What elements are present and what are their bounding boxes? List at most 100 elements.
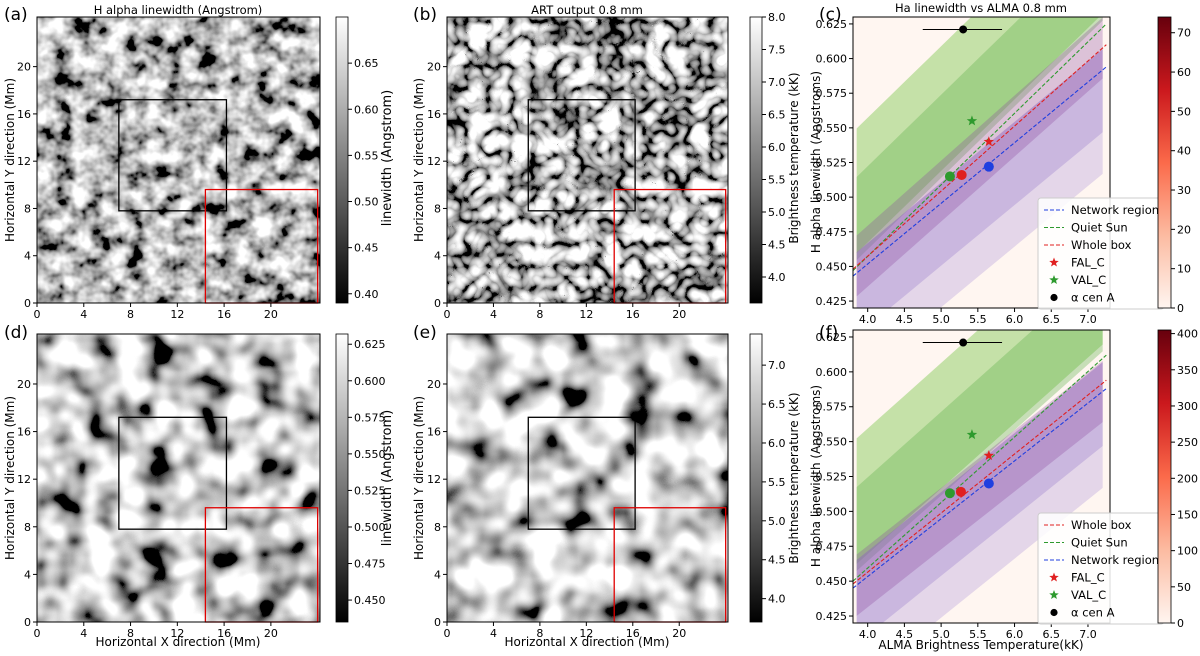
panel-label-d: (d)	[4, 323, 28, 343]
colorbar-tick-label-c: 70	[1177, 27, 1191, 40]
xtick-label-d: 20	[264, 627, 278, 640]
colorbar-tick-label-d: 0.550	[354, 448, 386, 461]
xtick-label-f: 6.0	[1006, 628, 1024, 641]
colorbar-tick-label-d: 0.625	[354, 338, 386, 351]
colorbar-tick-label-e: 5.0	[768, 515, 786, 528]
ytick-label-e: 16	[427, 426, 441, 439]
fit-line-whole-box-f	[853, 379, 1107, 585]
density-contour-c	[856, 17, 1100, 254]
ytick-label-a: 0	[24, 297, 31, 310]
frame-a	[36, 16, 321, 304]
xtick-label-b: 8	[536, 308, 543, 321]
colorbar-d	[335, 333, 349, 623]
xtick-label-e: 20	[672, 627, 686, 640]
ylabel-c: H alpha linewidth (Angstroms)	[809, 71, 823, 253]
region-box-black-b	[527, 99, 636, 212]
ytick-label-d: 20	[17, 378, 31, 391]
region-box-black-d	[118, 416, 228, 530]
colorbar-tick-label-f: 300	[1177, 400, 1198, 413]
ytick-label-a: 20	[17, 61, 31, 74]
xtick-label-c: 5.5	[969, 313, 987, 326]
xtick-label-e: 8	[536, 627, 543, 640]
colorbar-tick-label-c: 0	[1177, 302, 1184, 315]
ytick-label-a: 8	[24, 202, 31, 215]
point-dot-c	[944, 171, 955, 182]
xtick-label-f: 4.5	[896, 628, 914, 641]
legend-dot-c	[1050, 293, 1058, 302]
colorbar-tick-label-f: 400	[1177, 328, 1198, 341]
colorbar-tick-label-e: 4.5	[768, 554, 786, 567]
point-dot-f	[955, 486, 966, 497]
point-dot-f	[959, 338, 968, 347]
colorbar-tick-label-f: 350	[1177, 364, 1198, 377]
ylabel-b: Horizontal Y direction (Mm)	[412, 78, 426, 242]
fit-line-whole-box-c	[853, 44, 1107, 270]
xtick-label-d: 12	[170, 627, 184, 640]
point-star-f	[983, 450, 995, 461]
xtick-label-a: 0	[34, 308, 41, 321]
ytick-label-c: 0.625	[816, 18, 848, 31]
xtick-label-d: 4	[80, 627, 87, 640]
plot-area-c	[853, 17, 1110, 308]
panel-label-b: (b)	[413, 5, 437, 25]
colorbar-tick-label-b: 6.5	[768, 109, 786, 122]
colorbar-f	[1157, 329, 1172, 624]
legend-star-c	[1049, 257, 1059, 267]
legend-label-f: α cen A	[1071, 606, 1115, 620]
xtick-label-b: 12	[579, 308, 593, 321]
xtick-label-e: 16	[626, 627, 640, 640]
colorbar-tick-label-d: 0.600	[354, 375, 386, 388]
legend-label-c: Whole box	[1071, 238, 1132, 252]
frame-e	[446, 333, 729, 623]
image-d	[37, 334, 320, 622]
xtick-label-c: 4.5	[896, 313, 914, 326]
colorbar-tick-label-f: 200	[1177, 472, 1198, 485]
ytick-label-f: 0.525	[816, 471, 848, 484]
xtick-label-a: 8	[127, 308, 134, 321]
xtick-label-b: 20	[672, 308, 686, 321]
point-dot-c	[956, 169, 967, 180]
colorbar-label-e: Brightness temperature (kK)	[787, 392, 801, 563]
xtick-label-e: 12	[579, 627, 593, 640]
ytick-label-b: 4	[434, 250, 441, 263]
ytick-label-c: 0.425	[816, 295, 848, 308]
ytick-label-f: 0.450	[816, 575, 848, 588]
colorbar-tick-label-c: 20	[1177, 223, 1191, 236]
panel-label-e: (e)	[413, 323, 437, 343]
xlabel-f: ALMA Brightness Temperature(kK)	[878, 638, 1083, 652]
legend-star-f	[1049, 572, 1059, 582]
colorbar-tick-label-e: 6.0	[768, 437, 786, 450]
legend-label-c: α cen A	[1071, 291, 1115, 305]
colorbar-a	[335, 16, 349, 304]
xtick-label-a: 20	[264, 308, 278, 321]
xtick-label-d: 0	[34, 627, 41, 640]
frame-b	[446, 16, 729, 304]
ytick-label-d: 8	[24, 521, 31, 534]
colorbar-tick-label-b: 7.5	[768, 44, 786, 57]
xtick-label-d: 8	[127, 627, 134, 640]
colorbar-tick-label-c: 50	[1177, 105, 1191, 118]
colorbar-tick-label-a: 0.55	[354, 149, 379, 162]
xlabel-d: Horizontal X direction (Mm)	[96, 635, 261, 649]
legend-label-f: Whole box	[1071, 518, 1132, 532]
legend-label-c: FAL_C	[1071, 256, 1105, 270]
ytick-label-a: 16	[17, 108, 31, 121]
ytick-label-f: 0.550	[816, 436, 848, 449]
ytick-label-e: 8	[434, 521, 441, 534]
ytick-label-b: 12	[427, 155, 441, 168]
colorbar-tick-label-c: 40	[1177, 145, 1191, 158]
colorbar-tick-label-f: 150	[1177, 508, 1198, 521]
ytick-label-f: 0.575	[816, 401, 848, 414]
colorbar-tick-label-e: 4.0	[768, 593, 786, 606]
image-e	[447, 334, 728, 622]
frame-d	[36, 333, 321, 623]
colorbar-tick-label-b: 4.0	[768, 271, 786, 284]
legend-label-f: Quiet Sun	[1071, 536, 1128, 550]
ytick-label-e: 4	[434, 568, 441, 581]
density-contour-f	[856, 330, 1103, 564]
ytick-label-b: 20	[427, 61, 441, 74]
ytick-label-f: 0.500	[816, 505, 848, 518]
colorbar-label-d: linewidth (Angstrom)	[380, 410, 395, 547]
xtick-label-c: 7.0	[1079, 313, 1097, 326]
colorbar-tick-label-f: 0	[1177, 617, 1184, 630]
